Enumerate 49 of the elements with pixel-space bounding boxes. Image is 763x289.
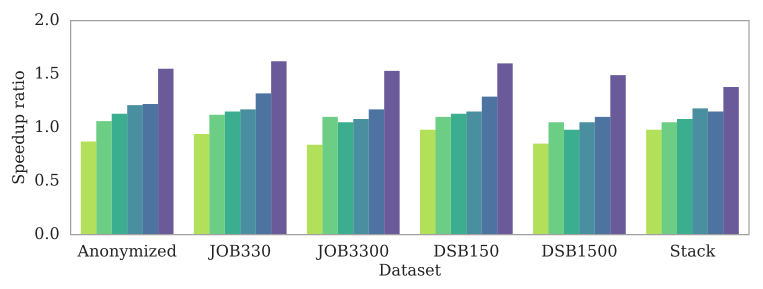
x-tick-label: DSB1500 bbox=[541, 241, 618, 260]
x-tick-label: DSB150 bbox=[433, 241, 500, 260]
bar bbox=[322, 116, 338, 235]
bar bbox=[80, 142, 96, 235]
bar bbox=[646, 130, 662, 235]
bar bbox=[368, 109, 384, 235]
bar bbox=[194, 134, 210, 235]
bar bbox=[224, 112, 240, 235]
y-tick-label: 1.5 bbox=[34, 63, 60, 82]
bar bbox=[256, 93, 272, 235]
y-tick-label: 0.5 bbox=[34, 170, 60, 190]
bar bbox=[450, 114, 466, 235]
bar bbox=[142, 104, 158, 235]
x-tick-label: Stack bbox=[670, 241, 716, 260]
bar bbox=[708, 112, 724, 235]
bar bbox=[677, 119, 692, 235]
bar bbox=[533, 144, 549, 235]
bar bbox=[158, 68, 174, 235]
x-tick-label: Anonymized bbox=[76, 241, 177, 260]
y-tick-label: 2.0 bbox=[34, 10, 60, 29]
bar bbox=[548, 122, 564, 235]
bar bbox=[384, 70, 400, 235]
x-axis-title: Dataset bbox=[378, 260, 442, 280]
bar bbox=[482, 96, 498, 235]
y-tick-label: 1.0 bbox=[34, 116, 60, 136]
bar bbox=[96, 121, 112, 235]
y-tick-label: 0.0 bbox=[34, 224, 60, 243]
bar bbox=[610, 75, 626, 235]
bar bbox=[112, 114, 128, 235]
bar bbox=[240, 109, 256, 235]
x-tick-label: JOB330 bbox=[207, 241, 272, 260]
y-axis-title: Speedup ratio bbox=[8, 70, 28, 185]
bar bbox=[435, 116, 451, 235]
bar bbox=[271, 61, 287, 235]
bar bbox=[127, 105, 143, 235]
x-tick-label: JOB3300 bbox=[315, 241, 390, 260]
bar bbox=[353, 119, 369, 235]
bar bbox=[466, 112, 482, 235]
bar bbox=[497, 63, 513, 235]
bar bbox=[306, 144, 322, 235]
bar bbox=[662, 122, 678, 235]
bar bbox=[564, 130, 580, 235]
bar bbox=[723, 86, 739, 235]
bar bbox=[338, 122, 354, 235]
bar bbox=[209, 114, 225, 235]
bar bbox=[692, 108, 708, 235]
bar bbox=[579, 122, 595, 235]
bar bbox=[420, 130, 436, 235]
bar bbox=[594, 116, 610, 235]
